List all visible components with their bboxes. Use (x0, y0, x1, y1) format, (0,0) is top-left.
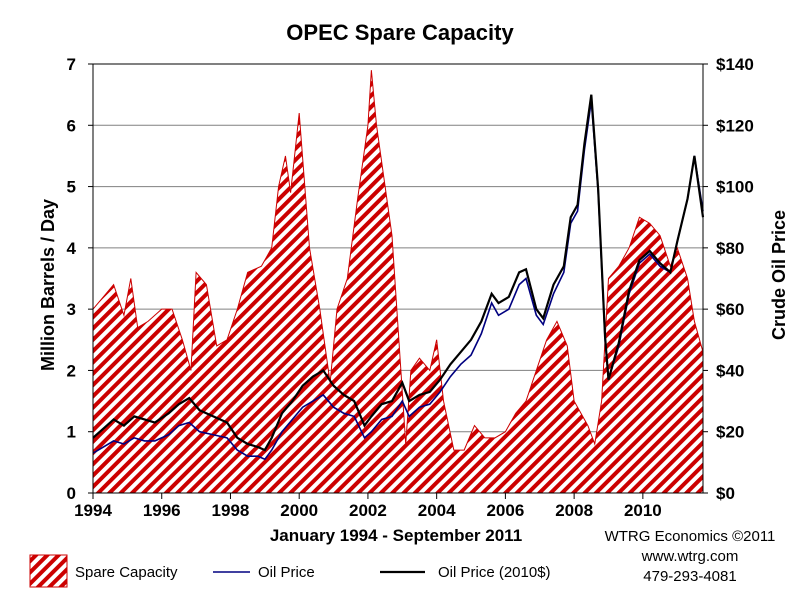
x-tick-label: 1994 (74, 501, 112, 520)
left-tick-label: 5 (67, 178, 76, 197)
x-tick-label: 2000 (280, 501, 318, 520)
legend: Spare Capacity Oil Price Oil Price (2010… (29, 554, 551, 588)
chart-title: OPEC Spare Capacity (286, 20, 514, 45)
right-tick-label: $60 (716, 300, 744, 319)
right-tick-label: $100 (716, 178, 754, 197)
right-tick-label: $80 (716, 239, 744, 258)
right-tick-label: $40 (716, 361, 744, 380)
left-axis: 0 1 2 3 4 5 6 7 (67, 55, 93, 503)
x-tick-label: 1996 (143, 501, 181, 520)
left-tick-label: 1 (67, 423, 76, 442)
credit-line-3: 479-293-4081 (643, 568, 736, 585)
x-tick-label: 2010 (624, 501, 662, 520)
x-tick-label: 1998 (212, 501, 250, 520)
left-tick-label: 3 (67, 300, 76, 319)
credit-line-2: www.wtrg.com (641, 548, 739, 565)
right-axis-label: Crude Oil Price (769, 210, 789, 340)
plot-frame (92, 63, 704, 494)
left-tick-label: 2 (67, 361, 76, 380)
x-tick-label: 2008 (555, 501, 593, 520)
legend-label-oil-price: Oil Price (258, 564, 315, 581)
oil-price-2010-line (92, 94, 705, 452)
spare-capacity-area (92, 70, 704, 494)
legend-swatch-spare-capacity (29, 554, 68, 588)
right-tick-label: $20 (716, 423, 744, 442)
left-tick-label: 0 (67, 484, 76, 503)
x-axis: 1994 1996 1998 2000 2002 2004 2006 2008 2010 (74, 493, 662, 520)
legend-label-spare-capacity: Spare Capacity (75, 564, 178, 581)
x-tick-label: 2006 (486, 501, 524, 520)
right-tick-label: $0 (716, 484, 735, 503)
credit-line-1: WTRG Economics ©2011 (605, 528, 776, 545)
left-axis-label: Million Barrels / Day (38, 199, 58, 371)
right-axis: $0 $20 $40 $60 $80 $100 $120 $140 (703, 55, 754, 503)
right-tick-label: $120 (716, 116, 754, 135)
x-axis-label: January 1994 - September 2011 (270, 526, 522, 545)
left-tick-label: 4 (67, 239, 77, 258)
x-tick-label: 2002 (349, 501, 387, 520)
left-tick-label: 6 (67, 116, 76, 135)
left-tick-label: 7 (67, 55, 76, 74)
legend-label-oil-price-2010: Oil Price (2010$) (438, 564, 551, 581)
x-tick-label: 2004 (418, 501, 456, 520)
right-tick-label: $140 (716, 55, 754, 74)
